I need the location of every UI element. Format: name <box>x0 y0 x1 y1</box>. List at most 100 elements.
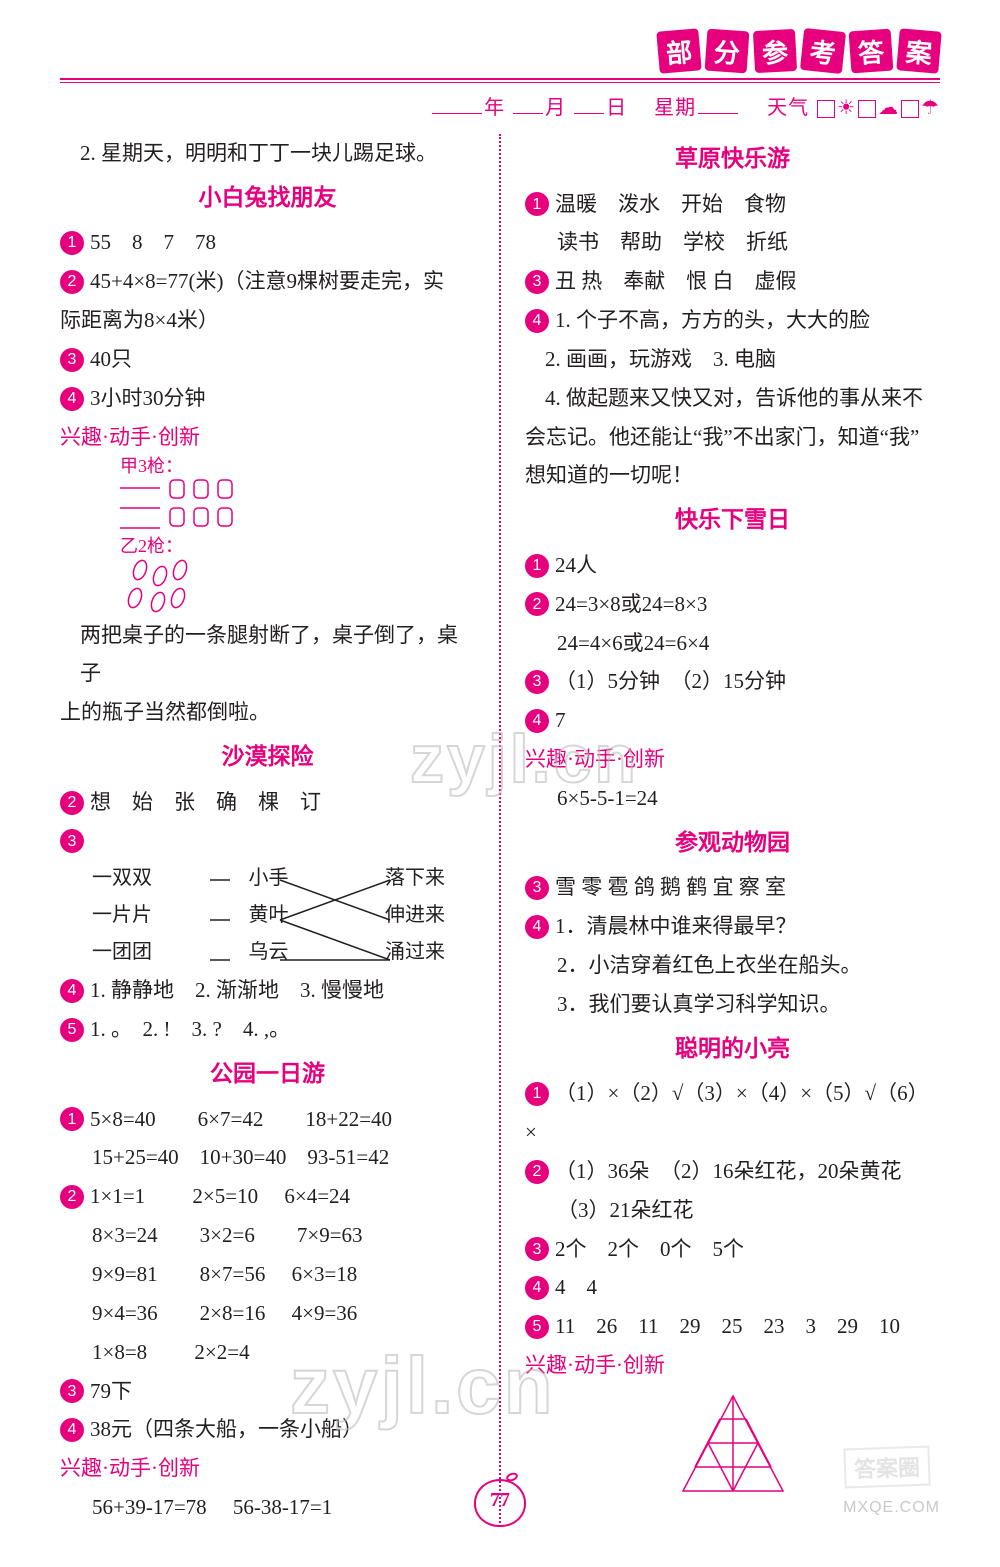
answer-text: 9×9=81 8×7=56 6×3=18 <box>60 1255 475 1294</box>
answer-text: 温暖 泼水 开始 食物 <box>555 192 786 216</box>
label-weather: 天气 <box>767 97 809 119</box>
bullet-1: 1 <box>60 231 84 255</box>
answer-text: 55 8 7 78 <box>90 230 216 254</box>
label-month: 月 <box>545 97 566 119</box>
bullet-3: 3 <box>525 1237 549 1261</box>
shot-figure-1: 甲3枪： <box>60 456 475 536</box>
answer-text: 8×3=24 3×2=6 7×9=63 <box>60 1216 475 1255</box>
answer-text: 24人 <box>555 553 597 577</box>
answer-text: （3）21朵红花 <box>525 1191 940 1230</box>
bullet-3: 3 <box>525 270 549 294</box>
bullet-4: 4 <box>525 1276 549 1300</box>
bullet-2: 2 <box>525 1160 549 1184</box>
answer-text: 际距离为8×4米） <box>60 301 475 340</box>
bullet-4: 4 <box>525 309 549 333</box>
answer-text: 雪 零 雹 鸽 鹅 鹤 宜 察 室 <box>555 875 786 899</box>
header-rule <box>60 78 940 80</box>
answer-text: 2. 画画，玩游戏 3. 电脑 <box>525 340 940 379</box>
answer-text: 15+25=40 10+30=40 93-51=42 <box>60 1138 475 1177</box>
left-column: 2. 星期天，明明和丁丁一块儿踢足球。 小白兔找朋友 155 8 7 78 24… <box>60 134 475 1527</box>
banner-char: 部 <box>656 28 702 74</box>
bullet-1: 1 <box>525 554 549 578</box>
small-watermark: MXQE.COM <box>843 1499 940 1517</box>
label-day: 日 <box>606 97 627 119</box>
answer-text: 3小时30分钟 <box>90 386 206 410</box>
hobby-heading: 兴趣·动手·创新 <box>525 740 940 779</box>
bullet-5: 5 <box>60 1018 84 1042</box>
bullet-4: 4 <box>60 979 84 1003</box>
apple-icon: 77 <box>472 1471 528 1527</box>
date-line: 年 月 日 星期 天气 ☀☁☂ <box>60 91 940 120</box>
banner-char: 答 <box>849 29 894 74</box>
section-title: 小白兔找朋友 <box>60 177 475 220</box>
answer-text: 1. 。 2. ! 3. ? 4. ,。 <box>90 1017 290 1041</box>
banner-char: 案 <box>896 28 942 74</box>
bullet-5: 5 <box>525 1315 549 1339</box>
answer-text: 11 26 11 29 25 23 3 29 10 <box>555 1314 900 1338</box>
answer-text: （1）36朵 （2）16朵红花，20朵黄花 <box>555 1159 902 1183</box>
answer-text: 40只 <box>90 347 132 371</box>
bullet-1: 1 <box>525 1082 549 1106</box>
label-weekday: 星期 <box>654 97 696 119</box>
bullet-2: 2 <box>60 1185 84 1209</box>
page-number: 77 <box>472 1489 528 1512</box>
answer-text: 两把桌子的一条腿射断了，桌子倒了，桌子 <box>60 616 475 694</box>
section-title: 聪明的小亮 <box>525 1028 940 1071</box>
header-rule-thin <box>60 82 940 83</box>
answer-text: 想知道的一切呢！ <box>525 456 940 495</box>
section-title: 快乐下雪日 <box>525 499 940 542</box>
column-divider <box>499 134 501 1527</box>
answer-text: 1×1=1 2×5=10 6×4=24 <box>90 1184 350 1208</box>
answer-text: 38元（四条大船，一条小船） <box>90 1417 363 1441</box>
answer-text: 56+39-17=78 56-38-17=1 <box>60 1488 475 1527</box>
label-year: 年 <box>484 97 505 119</box>
answer-text: 上的瓶子当然都倒啦。 <box>60 693 475 732</box>
hobby-heading: 兴趣·动手·创新 <box>60 1449 475 1488</box>
bullet-4: 4 <box>60 387 84 411</box>
answer-text: 1. 个子不高，方方的头，大大的脸 <box>555 308 870 332</box>
answer-text: （1）×（2）√（3）×（4）×（5）√（6）× <box>525 1081 929 1144</box>
bullet-3: 3 <box>525 876 549 900</box>
bullet-4: 4 <box>525 915 549 939</box>
answer-text: 24=4×6或24=6×4 <box>525 624 940 663</box>
right-column: 草原快乐游 1温暖 泼水 开始 食物 读书 帮助 学校 折纸 3丑 热 奉献 恨… <box>525 134 940 1527</box>
bullet-3: 3 <box>60 1379 84 1403</box>
answer-text: 79下 <box>90 1379 132 1403</box>
page-footer: 77 <box>472 1471 528 1527</box>
answer-text: 2个 2个 0个 5个 <box>555 1237 744 1261</box>
bullet-1: 1 <box>525 192 549 216</box>
shot-figure-2: 乙2枪： <box>60 536 475 616</box>
section-title: 草原快乐游 <box>525 138 940 181</box>
matching-diagram: 一双双小手落下来 一片片黄叶伸进来 一团团乌云涌过来 <box>60 860 475 971</box>
answer-text: 会忘记。他还能让“我”不出家门，知道“我” <box>525 418 940 457</box>
answer-text: 1×8=8 2×2=4 <box>60 1333 475 1372</box>
banner-char: 分 <box>705 29 750 74</box>
answer-text: 丑 热 奉献 恨 白 虚假 <box>555 269 797 293</box>
answer-text: 1. 静静地 2. 渐渐地 3. 慢慢地 <box>90 978 384 1002</box>
bullet-2: 2 <box>525 592 549 616</box>
section-title: 公园一日游 <box>60 1053 475 1096</box>
answer-text: 7 <box>555 708 566 732</box>
bullet-3: 3 <box>525 670 549 694</box>
bullet-4: 4 <box>60 1418 84 1442</box>
bullet-3: 3 <box>60 348 84 372</box>
answer-text: 9×4=36 2×8=16 4×9=36 <box>60 1294 475 1333</box>
answer-text: 4 4 <box>555 1275 597 1299</box>
answer-text: （1）5分钟 （2）15分钟 <box>555 669 786 693</box>
intro-text: 2. 星期天，明明和丁丁一块儿踢足球。 <box>60 134 475 173</box>
answer-text: 5×8=40 6×7=42 18+22=40 <box>90 1107 392 1131</box>
bullet-3: 3 <box>60 829 84 853</box>
answer-text: 想 始 张 确 棵 订 <box>90 790 321 814</box>
answer-text: 4. 做起题来又快又对，告诉他的事从来不 <box>525 379 940 418</box>
hobby-heading: 兴趣·动手·创新 <box>60 418 475 457</box>
answer-text: 1．清晨林中谁来得最早？ <box>555 914 797 938</box>
bullet-2: 2 <box>60 270 84 294</box>
answer-text: 24=3×8或24=8×3 <box>555 592 707 616</box>
hobby-heading: 兴趣·动手·创新 <box>525 1346 940 1385</box>
bullet-1: 1 <box>60 1107 84 1131</box>
answer-text: 6×5-5-1=24 <box>525 779 940 818</box>
bullet-4: 4 <box>525 709 549 733</box>
answer-text: 45+4×8=77(米)（注意9棵树要走完，实 <box>90 269 444 293</box>
stamp-text: 答案圈 <box>843 1445 930 1488</box>
answer-banner: 部 分 参 考 答 案 <box>60 30 940 72</box>
